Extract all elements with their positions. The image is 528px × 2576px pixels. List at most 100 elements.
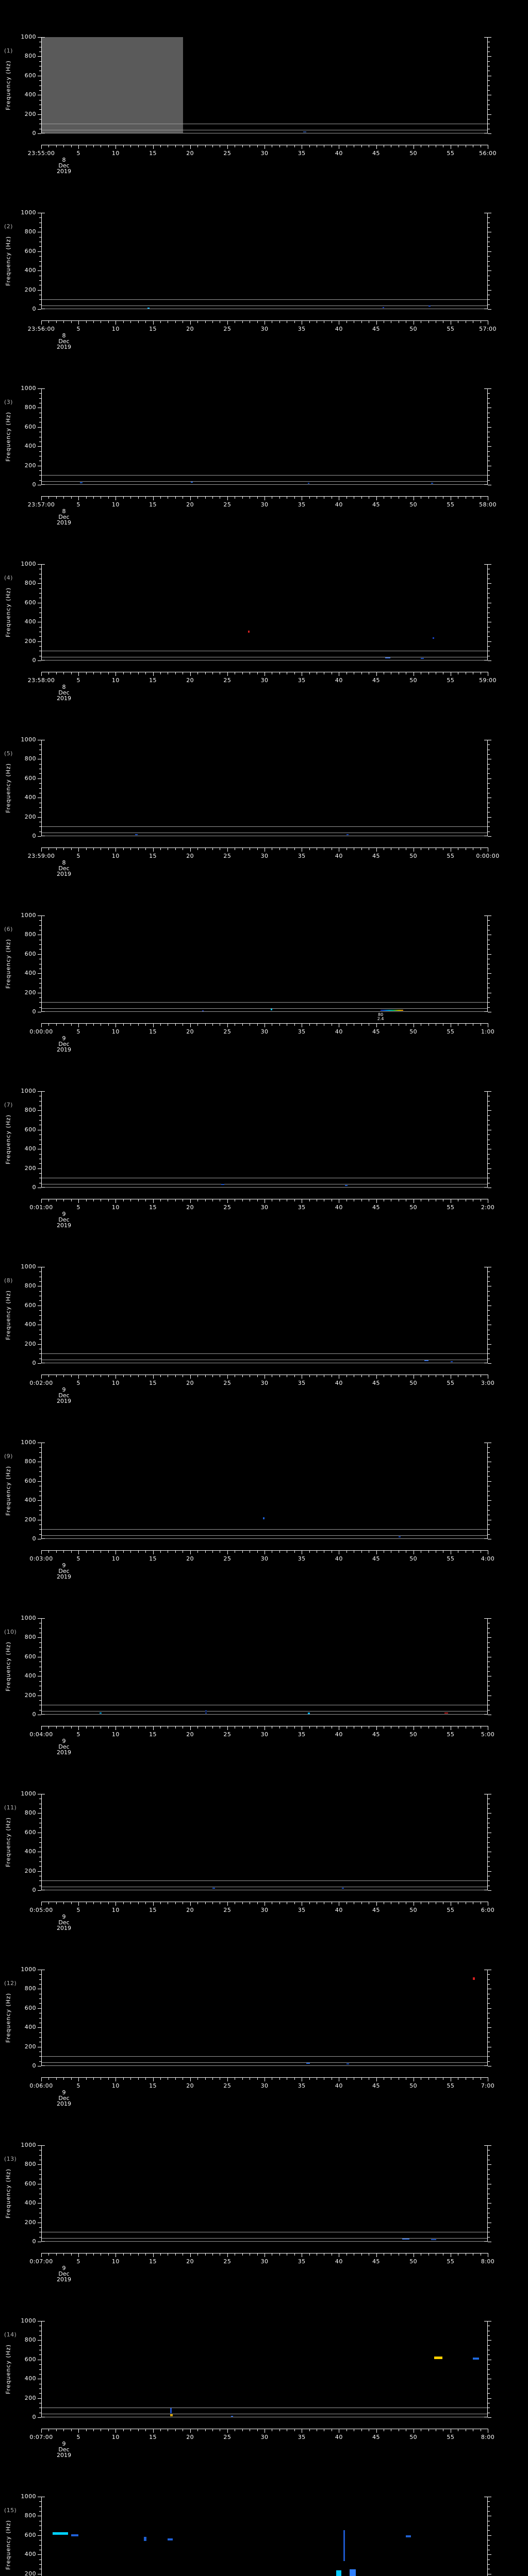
x-tick-label: 10 bbox=[111, 1555, 120, 1562]
x-tick bbox=[175, 848, 176, 850]
x-tick bbox=[346, 2429, 347, 2431]
y-tick-right bbox=[488, 1984, 490, 1985]
x-tick bbox=[123, 1023, 124, 1026]
x-axis-date: 9 Dec 2019 bbox=[57, 1386, 71, 1404]
x-tick bbox=[63, 145, 64, 147]
x-tick bbox=[71, 1375, 72, 1377]
y-tick-right bbox=[488, 1115, 490, 1116]
panel-13: Frequency (Hz) (13) 0 200 400 600 800 1000 0:07:… bbox=[0, 2108, 528, 2284]
x-tick bbox=[376, 848, 377, 852]
x-axis-date: 8 Dec 2019 bbox=[57, 332, 71, 350]
x-tick bbox=[93, 1023, 94, 1026]
x-tick bbox=[428, 1726, 429, 1728]
x-tick-label: 56:00 bbox=[479, 150, 497, 157]
reference-line-100hz bbox=[41, 475, 488, 476]
x-tick-label: 23:59:00 bbox=[27, 853, 55, 859]
y-tick-right bbox=[488, 1300, 490, 1301]
x-tick-label: 30 bbox=[260, 677, 269, 684]
x-tick bbox=[257, 848, 258, 850]
x-tick-label: 20 bbox=[186, 677, 194, 684]
x-tick bbox=[428, 1375, 429, 1377]
y-tick-label: 200 bbox=[24, 1516, 36, 1523]
y-tick-right bbox=[488, 246, 490, 247]
x-axis bbox=[41, 2077, 488, 2081]
x-tick bbox=[160, 1199, 161, 1201]
y-tick-right bbox=[488, 2217, 490, 2218]
x-tick-label: 25 bbox=[223, 1731, 232, 1738]
x-tick bbox=[242, 672, 243, 674]
x-tick bbox=[190, 320, 191, 325]
x-tick bbox=[41, 1199, 42, 1203]
x-tick bbox=[294, 320, 295, 323]
x-tick bbox=[63, 1726, 64, 1728]
y-tick-label: 1000 bbox=[21, 1439, 36, 1446]
y-tick-right bbox=[488, 1529, 490, 1530]
x-tick bbox=[160, 496, 161, 499]
y-tick bbox=[38, 388, 41, 389]
y-tick-right bbox=[488, 2236, 490, 2238]
panel-index-label: (15) bbox=[4, 2507, 17, 2514]
x-tick-label: 30 bbox=[260, 2258, 269, 2265]
y-tick-right bbox=[488, 636, 490, 637]
y-tick bbox=[38, 1110, 41, 1111]
x-tick bbox=[376, 496, 377, 500]
x-tick-label: 55 bbox=[447, 150, 455, 157]
x-tick bbox=[153, 496, 154, 500]
y-tick-right bbox=[488, 2545, 490, 2546]
detection-track bbox=[424, 1360, 429, 1362]
x-tick bbox=[175, 1375, 176, 1377]
x-tick bbox=[93, 496, 94, 499]
y-tick-right bbox=[488, 1315, 490, 1316]
x-tick bbox=[145, 1375, 146, 1377]
x-tick bbox=[123, 1199, 124, 1201]
x-tick bbox=[205, 1550, 206, 1553]
x-tick bbox=[175, 1550, 176, 1553]
x-tick bbox=[108, 1023, 109, 1026]
y-tick-label: 600 bbox=[24, 1301, 36, 1309]
x-tick bbox=[93, 1726, 94, 1728]
x-tick-label: 0:00:00 bbox=[476, 853, 500, 859]
x-tick bbox=[279, 1902, 280, 1904]
panel-index-label: (8) bbox=[4, 1277, 13, 1284]
x-tick bbox=[41, 2077, 42, 2081]
x-tick-label: 35 bbox=[298, 2434, 306, 2441]
x-tick bbox=[257, 2077, 258, 2080]
x-tick-label: 45 bbox=[372, 150, 380, 157]
x-tick bbox=[41, 1902, 42, 1906]
detection-track bbox=[398, 1536, 401, 1538]
reference-line-40hz bbox=[41, 2062, 488, 2063]
x-tick bbox=[93, 320, 94, 323]
y-tick-right bbox=[488, 2393, 490, 2394]
x-tick bbox=[130, 1199, 131, 1201]
x-axis bbox=[41, 1902, 488, 1906]
y-tick-right bbox=[488, 807, 490, 808]
panel-4: Frequency (Hz) (4) 0 200 400 600 800 1000 23:58:… bbox=[0, 527, 528, 703]
y-tick bbox=[38, 778, 41, 779]
x-tick bbox=[123, 1902, 124, 1904]
x-tick bbox=[41, 2429, 42, 2433]
x-tick bbox=[197, 145, 199, 147]
x-tick bbox=[108, 1199, 109, 1201]
y-tick-label: 400 bbox=[24, 443, 36, 450]
x-tick bbox=[78, 848, 79, 852]
x-tick bbox=[56, 1902, 57, 1904]
y-tick-right bbox=[488, 978, 490, 979]
y-tick-right bbox=[488, 118, 490, 120]
x-tick bbox=[212, 1199, 213, 1201]
x-tick bbox=[86, 145, 87, 147]
x-tick bbox=[130, 2253, 131, 2256]
x-tick bbox=[153, 1199, 154, 1203]
y-tick-right bbox=[488, 2388, 490, 2389]
x-tick-label: 10 bbox=[111, 853, 120, 859]
x-tick bbox=[63, 2077, 64, 2080]
y-tick-label: 800 bbox=[24, 53, 36, 60]
x-tick-label: 25 bbox=[223, 2434, 232, 2441]
x-tick-label: 2:00 bbox=[481, 1204, 495, 1211]
y-tick-right bbox=[488, 2398, 491, 2399]
x-axis-date: 9 Dec 2019 bbox=[57, 2089, 71, 2107]
x-tick-label: 15 bbox=[149, 2258, 157, 2265]
y-tick-right bbox=[488, 2374, 490, 2375]
y-tick-label: 400 bbox=[24, 1672, 36, 1680]
x-tick-label: 55 bbox=[447, 1907, 455, 1913]
x-tick bbox=[123, 1375, 124, 1377]
